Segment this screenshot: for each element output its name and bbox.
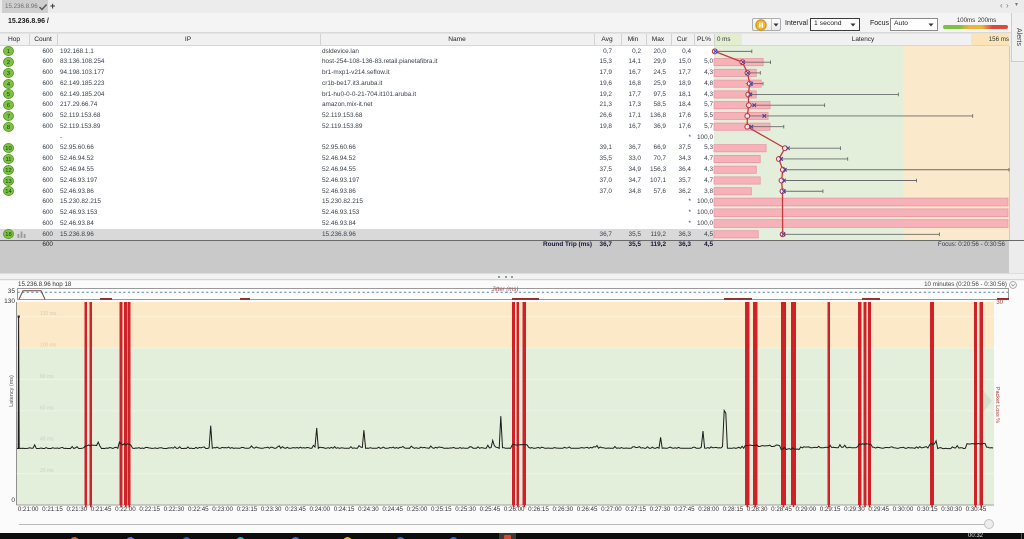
svg-text:80 ms: 80 ms <box>40 374 54 380</box>
svg-text:11: 11 <box>5 157 11 163</box>
svg-text:5: 5 <box>7 93 10 99</box>
svg-text:10: 10 <box>5 146 11 152</box>
svg-text:18: 18 <box>5 232 11 238</box>
svg-text:60 ms: 60 ms <box>40 405 54 411</box>
svg-text:13: 13 <box>5 179 11 185</box>
svg-text:8: 8 <box>7 125 10 131</box>
svg-text:Alerts: Alerts <box>1015 28 1022 46</box>
svg-text:3: 3 <box>7 71 10 77</box>
svg-text:120 ms: 120 ms <box>40 311 57 317</box>
svg-text:6: 6 <box>7 103 10 109</box>
svg-text:4: 4 <box>7 82 11 88</box>
svg-text:20 ms: 20 ms <box>40 468 54 474</box>
svg-text:7: 7 <box>7 114 10 120</box>
svg-text:100 ms: 100 ms <box>40 343 57 349</box>
svg-text:1: 1 <box>7 50 10 56</box>
svg-text:2: 2 <box>7 60 10 66</box>
svg-text:12: 12 <box>5 168 11 174</box>
svg-text:40 ms: 40 ms <box>40 437 54 443</box>
svg-text:14: 14 <box>5 189 12 195</box>
